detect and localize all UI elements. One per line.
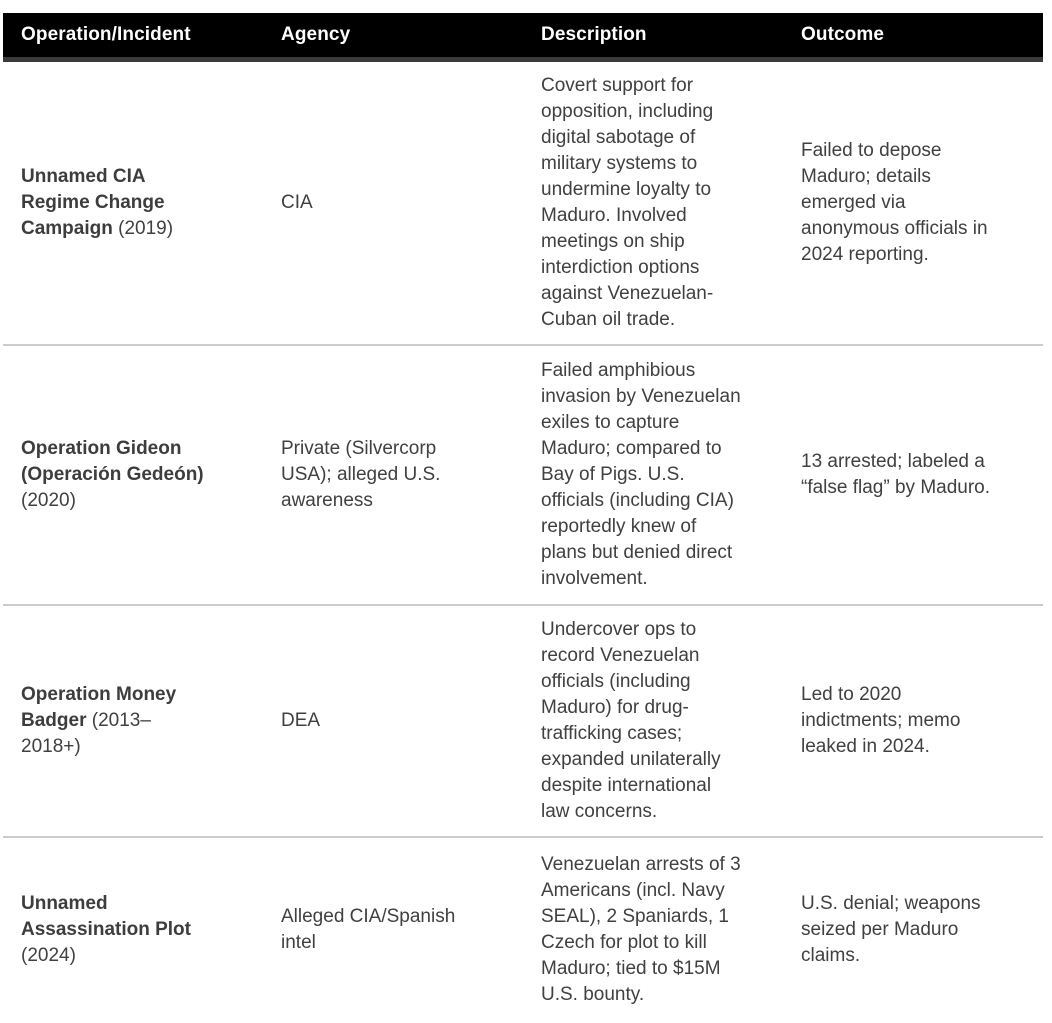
column-header-description: Description xyxy=(523,13,783,62)
cell-operation: Unnamed CIA Regime Change Campaign (2019… xyxy=(3,59,263,346)
cell-operation: Operation Money Badger (2013–2018+) xyxy=(3,604,263,838)
cell-description: Covert support for opposition, including… xyxy=(523,59,783,346)
cell-agency: Alleged CIA/Spanish intel xyxy=(281,906,456,953)
table-row: Operation Gideon (Operación Gedeón) (202… xyxy=(3,344,1043,606)
column-header-agency: Agency xyxy=(263,13,523,62)
operation-name: Operation Money Badger xyxy=(21,683,177,731)
table-row: Operation Money Badger (2013–2018+) DEA … xyxy=(3,604,1043,838)
table-body: Unnamed CIA Regime Change Campaign (2019… xyxy=(3,59,1043,1023)
table-header: Operation/Incident Agency Description Ou… xyxy=(3,13,1043,62)
column-header-outcome: Outcome xyxy=(783,13,1043,62)
operation-period: (2024) xyxy=(21,945,76,966)
cell-operation: Unnamed Assassination Plot (2024) xyxy=(3,837,263,1023)
cell-description: Failed amphibious invasion by Venezuelan… xyxy=(523,344,783,606)
cell-description: Undercover ops to record Venezuelan offi… xyxy=(523,604,783,838)
operation-period: (2020) xyxy=(21,489,76,511)
cell-outcome: Failed to depose Maduro; details emerged… xyxy=(783,59,1043,346)
operations-table-container: Operation/Incident Agency Description Ou… xyxy=(3,0,1043,1023)
operation-period: (2019) xyxy=(118,217,174,239)
cell-outcome: Led to 2020 indictments; memo leaked in … xyxy=(783,604,1043,838)
cell-agency: Private (Silvercorp USA); alleged U.S. a… xyxy=(263,344,523,606)
cell-agency: CIA xyxy=(263,59,523,346)
operation-name: Unnamed CIA Regime Change Campaign xyxy=(21,165,165,239)
operations-table: Operation/Incident Agency Description Ou… xyxy=(3,13,1043,1023)
column-header-operation: Operation/Incident xyxy=(3,13,263,62)
cell-outcome: U.S. denial; weapons seized per Maduro c… xyxy=(801,893,981,966)
header-row: Operation/Incident Agency Description Ou… xyxy=(3,13,1043,62)
operation-period: (2013–2018+) xyxy=(21,709,151,757)
table-row: Unnamed CIA Regime Change Campaign (2019… xyxy=(3,59,1043,346)
cell-agency: DEA xyxy=(263,604,523,838)
operation-name: Unnamed Assassination Plot xyxy=(21,893,191,940)
operation-name: Operation Gideon (Operación Gedeón) xyxy=(21,437,204,485)
cell-description: Venezuelan arrests of 3 Americans (incl.… xyxy=(541,854,741,1005)
cell-operation: Operation Gideon (Operación Gedeón) (202… xyxy=(3,344,263,606)
table-row: Unnamed Assassination Plot (2024) Allege… xyxy=(3,837,1043,1023)
cell-outcome: 13 arrested; labeled a “false flag” by M… xyxy=(783,344,1043,606)
